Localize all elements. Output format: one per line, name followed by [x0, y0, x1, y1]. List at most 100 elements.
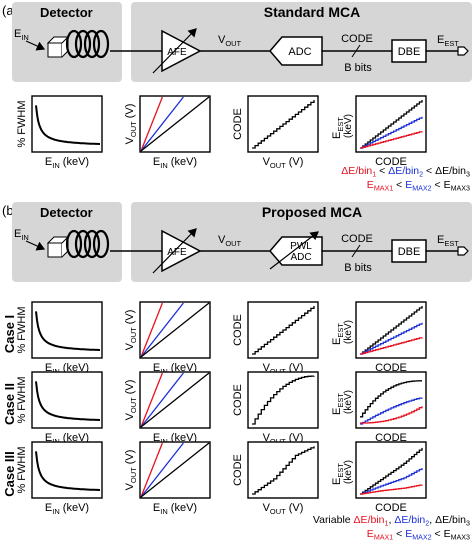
vout-ylabel: VOUT (V) [124, 380, 138, 421]
vout-line-1 [140, 302, 164, 358]
ein-label-sub: IN [21, 33, 28, 42]
ein-arrow [25, 40, 46, 51]
eest-ylabel: EEST [331, 393, 345, 415]
code-xlabel-tail: (V) [286, 362, 304, 374]
detector-coil [74, 29, 92, 59]
legend-b-line1-seg8: 3 [466, 520, 470, 528]
code-xlabel-sub: OUT [270, 161, 286, 170]
code-xlabel-tail: (V) [286, 432, 304, 444]
adc-label: ADC [288, 46, 311, 58]
code-xlabel-tail: (V) [286, 156, 304, 168]
vout-xlabel-tail: (keV) [168, 432, 197, 444]
code-xlabel-main: V [263, 156, 271, 168]
vout-ylabel-main: V [124, 412, 136, 420]
legend-a-line1-seg7: 3 [466, 171, 470, 179]
eest-label-sub: EST [444, 239, 459, 248]
eest-xlabel: CODE [375, 362, 407, 374]
code-xlabel-sub: OUT [270, 507, 286, 516]
case-label: Case III [2, 451, 17, 497]
vout-ylabel-tail: (V) [124, 450, 136, 468]
eest-port [457, 246, 469, 256]
eest-yunit: (keV) [343, 390, 354, 414]
fwhm-ylabel: % FWHM [16, 446, 28, 493]
vout-ylabel-tail: (V) [124, 104, 136, 122]
eest-ylabel-main: E [331, 478, 343, 485]
legend-b-line2-seg7: MAX3 [451, 534, 470, 540]
eest-yunit: (keV) [343, 460, 354, 484]
fwhm-curve [35, 311, 100, 351]
legend-a-line1-seg1: 1 [372, 171, 376, 179]
legend-a-line2-seg0: E [367, 179, 374, 191]
legend-b-line2-seg1: MAX1 [374, 534, 393, 540]
detector-coil [65, 229, 83, 259]
vout-ylabel-main: V [124, 482, 136, 490]
vout-ylabel-main: V [124, 342, 136, 350]
fwhm-ylabel: % FWHM [16, 306, 28, 353]
eest-ylabel-main: E [331, 338, 343, 345]
eest-ylabel: EEST [331, 463, 345, 485]
eest-xlabel-main: CODE [375, 156, 407, 168]
legend-a-line1: ΔE/bin1 < ΔE/bin2 < ΔE/bin3 [341, 165, 470, 179]
vout-label: VOUT [218, 234, 242, 248]
fwhm-xlabel-main: E [45, 362, 52, 374]
eest-staircase-2 [360, 322, 423, 355]
eest-staircase-1 [360, 406, 423, 424]
legend-a-line2-seg6: E [444, 179, 451, 191]
fwhm-xlabel-sub: IN [52, 507, 59, 516]
legend-b-line1-seg4: ΔE/bin [394, 514, 425, 526]
afe-label: AFE [167, 247, 187, 258]
code-staircase [252, 375, 315, 425]
legend-a-line1-seg4: 2 [419, 171, 423, 179]
detector-title: Detector [40, 205, 93, 220]
legend-a-line2-seg3: E [405, 179, 412, 191]
vout-xlabel: EIN (keV) [153, 502, 197, 516]
eest-staircase-3 [360, 306, 423, 355]
eest-staircase-3 [360, 100, 423, 149]
code-ylabel: CODE [232, 108, 244, 140]
vout-ylabel-tail: (V) [124, 380, 136, 398]
fwhm-xlabel: EIN (keV) [45, 502, 89, 516]
case-label: Case I [2, 315, 17, 353]
detector-cube [47, 242, 63, 258]
legend-b-line2-seg6: E [444, 528, 451, 540]
vout-xlabel-tail: (keV) [168, 156, 197, 168]
fwhm-curve [35, 105, 100, 145]
vout-label-main: V [218, 234, 226, 246]
fwhm-ylabel: % FWHM [16, 376, 28, 423]
code-ylabel: CODE [232, 454, 244, 486]
detector-cube [47, 42, 63, 58]
eest-ylabel-sub: EST [336, 323, 345, 338]
code-ylabel-main: CODE [232, 314, 244, 346]
eest-ylabel-sub: EST [336, 463, 345, 478]
code-xlabel-tail: (V) [286, 502, 304, 514]
legend-a-line2-seg7: MAX3 [451, 185, 470, 193]
legend-a-line1-seg6: ΔE/bin [435, 165, 466, 177]
eest-ylabel: EEST [331, 117, 345, 139]
vout-xlabel-main: E [153, 432, 160, 444]
dbe-label: DBE [398, 46, 421, 58]
legend-b-line1-seg2: 1 [385, 520, 389, 528]
vout-label-sub: OUT [225, 39, 241, 48]
afe-triangle [161, 229, 202, 273]
code-xlabel-main: V [263, 502, 271, 514]
eest-ylabel-sub: EST [336, 393, 345, 408]
code-ylabel-main: CODE [232, 454, 244, 486]
code-label: CODE [341, 233, 373, 245]
fwhm-xlabel-sub: IN [52, 161, 59, 170]
afe-variable-arrow [152, 28, 197, 74]
detector-coil [83, 29, 101, 59]
fwhm-curve [35, 381, 100, 421]
vout-xlabel-tail: (keV) [168, 362, 197, 374]
vout-ylabel-sub: OUT [129, 121, 138, 137]
ein-label: EIN [14, 28, 29, 42]
vout-line-2 [140, 372, 184, 428]
eest-staircase-3 [360, 380, 422, 418]
fwhm-ylabel-main: % FWHM [16, 306, 28, 353]
code-staircase [252, 306, 315, 355]
vout-xlabel-main: E [153, 502, 160, 514]
vout-xlabel-tail: (keV) [168, 502, 197, 514]
fwhm-xlabel-main: E [45, 502, 52, 514]
adc-label-line1: PWL [290, 241, 312, 252]
eest-xlabel-main: CODE [375, 432, 407, 444]
eest-label-main: E [437, 234, 444, 246]
